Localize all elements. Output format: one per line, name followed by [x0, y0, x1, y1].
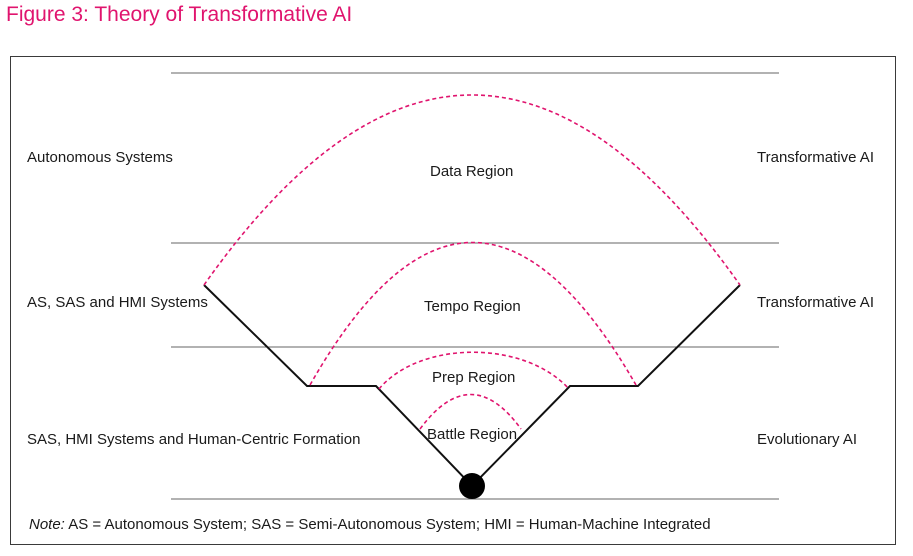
figure-title: Figure 3: Theory of Transformative AI: [6, 3, 353, 26]
left-label-autonomous-systems: Autonomous Systems: [27, 149, 173, 166]
left-label-sas-hmi-human-centric: SAS, HMI Systems and Human-Centric Forma…: [27, 431, 361, 448]
right-label-transformative-ai-top: Transformative AI: [757, 149, 874, 166]
data-region-arc: [203, 94, 741, 286]
footnote: Note: AS = Autonomous System; SAS = Semi…: [29, 516, 711, 533]
prep-region-label: Prep Region: [432, 369, 516, 386]
tempo-region-arc: [309, 241, 637, 386]
footnote-prefix: Note:: [29, 516, 65, 533]
right-label-transformative-ai-middle: Transformative AI: [757, 294, 874, 311]
left-label-as-sas-hmi: AS, SAS and HMI Systems: [27, 294, 208, 311]
footnote-text: AS = Autonomous System; SAS = Semi-Auton…: [64, 516, 711, 533]
tempo-region-label: Tempo Region: [424, 298, 521, 315]
diagram-frame: [10, 56, 896, 545]
data-region-label: Data Region: [430, 163, 514, 180]
apex-point: [459, 473, 485, 499]
battle-region-label: Battle Region: [427, 426, 518, 443]
right-label-evolutionary-ai: Evolutionary AI: [757, 431, 858, 448]
prep-region-arc: [378, 351, 570, 390]
battle-region-arc: [419, 393, 522, 430]
